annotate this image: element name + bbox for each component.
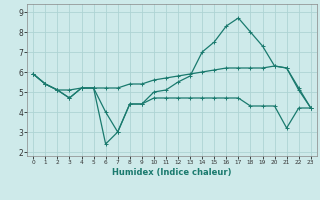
X-axis label: Humidex (Indice chaleur): Humidex (Indice chaleur)	[112, 168, 232, 177]
